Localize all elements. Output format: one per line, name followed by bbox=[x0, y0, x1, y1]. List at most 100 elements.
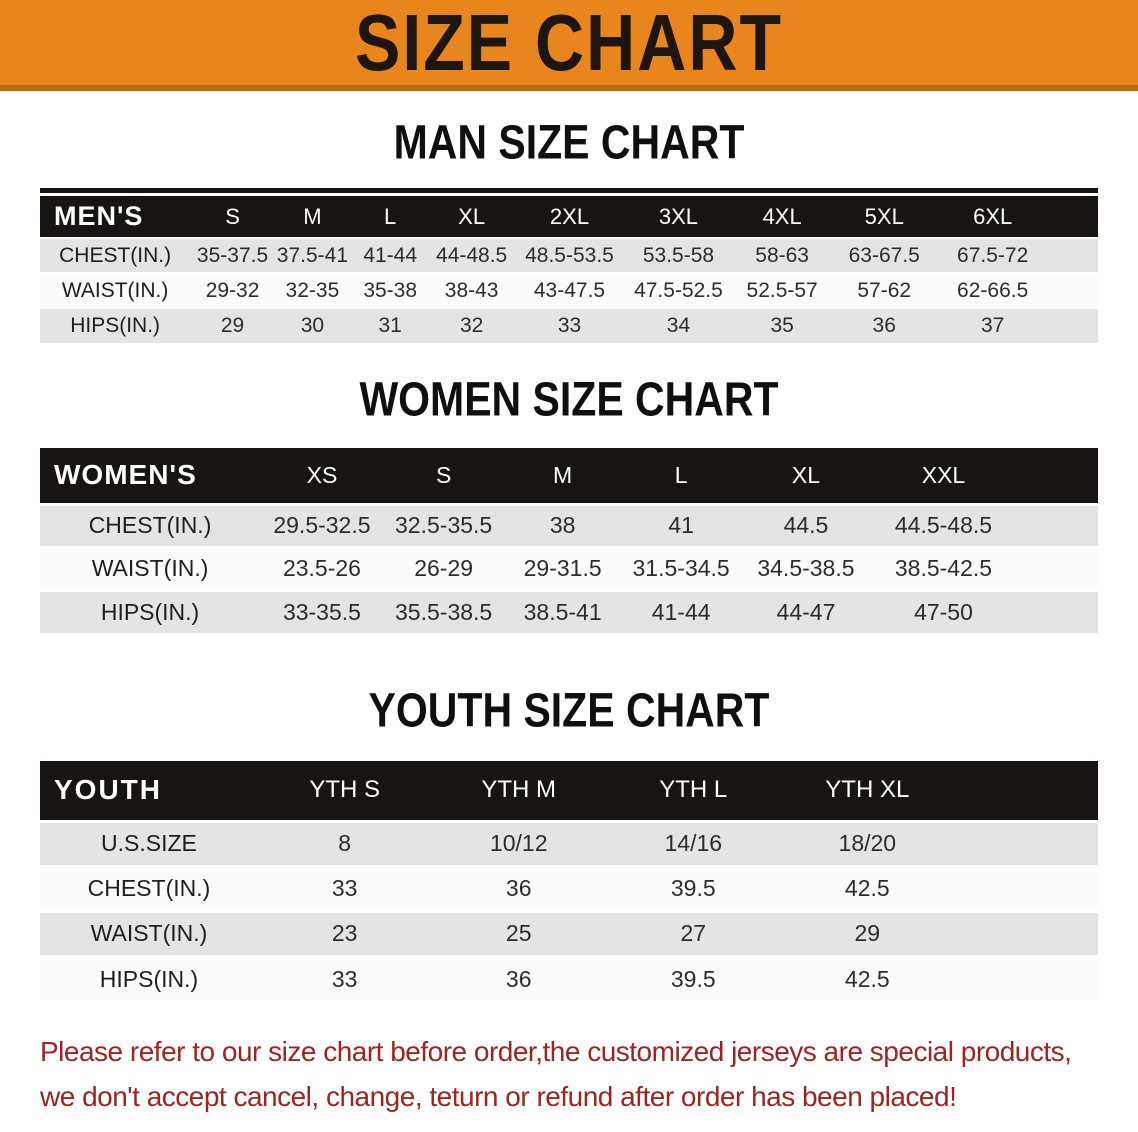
cell-value: 33-35.5 bbox=[260, 588, 384, 633]
cell-value: 44-47 bbox=[740, 588, 872, 633]
column-header: XS bbox=[260, 448, 384, 504]
spacer-cell bbox=[1015, 502, 1098, 547]
cell-value: 23 bbox=[257, 909, 432, 956]
size-table: YOUTH YTH S YTH M YTH L YTH XL U.S.SIZE 8 10/12… bbox=[40, 761, 1098, 1001]
cell-value: 48.5-53.5 bbox=[512, 237, 627, 273]
spacer-cell bbox=[954, 954, 1098, 1001]
cell-value: 8 bbox=[257, 819, 432, 866]
row-label: U.S.SIZE bbox=[40, 819, 258, 866]
column-header: YTH XL bbox=[780, 761, 955, 821]
cell-value: 41-44 bbox=[349, 237, 431, 273]
disclaimer-line-2: we don't accept cancel, change, teturn o… bbox=[40, 1081, 957, 1112]
row-label: WAIST(IN.) bbox=[40, 909, 258, 956]
cell-value: 29 bbox=[780, 909, 955, 956]
cell-value: 53.5-58 bbox=[626, 237, 731, 273]
men-table-container: MEN'S S M L XL 2XL 3XL 4XL 5XL 6XL CHEST(IN.) 35-37… bbox=[40, 196, 1098, 343]
men-size-table: MEN'S S M L XL 2XL 3XL 4XL 5XL 6XL CHEST(IN.) 35-37… bbox=[40, 188, 1098, 343]
column-header: XL bbox=[740, 448, 872, 504]
cell-value: 34.5-38.5 bbox=[740, 545, 872, 590]
cell-value: 43-47.5 bbox=[512, 272, 627, 308]
column-header: 5XL bbox=[833, 196, 936, 238]
column-header: M bbox=[274, 196, 350, 238]
column-header: M bbox=[503, 448, 622, 504]
table-header-row: WOMEN'S XS S M L XL XXL bbox=[40, 448, 1098, 504]
column-header: XL bbox=[430, 196, 513, 238]
column-header: 3XL bbox=[626, 196, 731, 238]
youth-table-container: YOUTH YTH S YTH M YTH L YTH XL U.S.SIZE 8 10/12… bbox=[40, 761, 1098, 1001]
cell-value: 36 bbox=[431, 954, 606, 1001]
cell-value: 47-50 bbox=[871, 588, 1016, 633]
cell-value: 36 bbox=[431, 864, 606, 911]
cell-value: 41 bbox=[621, 502, 741, 547]
cell-value: 32 bbox=[430, 307, 513, 343]
cell-value: 35.5-38.5 bbox=[383, 588, 504, 633]
table-row: CHEST(IN.) 35-37.5 37.5-41 41-44 44-48.5 48.5… bbox=[40, 237, 1098, 273]
cell-value: 47.5-52.5 bbox=[626, 272, 731, 308]
cell-value: 35-37.5 bbox=[190, 237, 275, 273]
cell-value: 29.5-32.5 bbox=[260, 502, 384, 547]
column-header: 4XL bbox=[730, 196, 834, 238]
cell-value: 32-35 bbox=[274, 272, 350, 308]
spacer-cell bbox=[954, 909, 1098, 956]
spacer-cell bbox=[954, 761, 1098, 821]
cell-value: 29-32 bbox=[190, 272, 275, 308]
size-chart-banner: SIZE CHART bbox=[0, 0, 1138, 91]
column-header: 6XL bbox=[935, 196, 1051, 238]
cell-value: 34 bbox=[626, 307, 731, 343]
cell-value: 42.5 bbox=[780, 954, 955, 1001]
cell-value: 44-48.5 bbox=[430, 237, 513, 273]
spacer-cell bbox=[1015, 448, 1098, 504]
column-header: YTH L bbox=[606, 761, 781, 821]
cell-value: 29 bbox=[190, 307, 275, 343]
spacer-cell bbox=[1015, 545, 1098, 590]
disclaimer-line-1: Please refer to our size chart before or… bbox=[40, 1036, 1072, 1067]
cell-value: 18/20 bbox=[780, 819, 955, 866]
row-label: HIPS(IN.) bbox=[40, 307, 191, 343]
cell-value: 30 bbox=[274, 307, 350, 343]
cell-value: 38.5-42.5 bbox=[871, 545, 1016, 590]
row-label: CHEST(IN.) bbox=[40, 237, 191, 273]
women-section: WOMEN SIZE CHART WOMEN'S XS S M L XL XXL CHEST(… bbox=[0, 372, 1138, 633]
youth-section: YOUTH SIZE CHART YOUTH YTH S YTH M YTH L YTH… bbox=[0, 683, 1138, 1001]
cell-value: 33 bbox=[257, 954, 432, 1001]
table-header-label: WOMEN'S bbox=[40, 448, 261, 504]
cell-value: 26-29 bbox=[383, 545, 504, 590]
column-header: L bbox=[621, 448, 741, 504]
table-header-row: MEN'S S M L XL 2XL 3XL 4XL 5XL 6XL bbox=[40, 196, 1098, 238]
size-table: MEN'S S M L XL 2XL 3XL 4XL 5XL 6XL CHEST(IN.) 35-37… bbox=[40, 196, 1098, 343]
cell-value: 32.5-35.5 bbox=[383, 502, 504, 547]
men-section-heading: MAN SIZE CHART bbox=[393, 114, 745, 170]
women-section-heading: WOMEN SIZE CHART bbox=[359, 371, 779, 427]
spacer-cell bbox=[1050, 196, 1098, 238]
size-table: WOMEN'S XS S M L XL XXL CHEST(IN.) 29.5-32.5 32.5… bbox=[40, 448, 1098, 633]
cell-value: 10/12 bbox=[431, 819, 606, 866]
spacer-cell bbox=[954, 864, 1098, 911]
table-row: CHEST(IN.) 29.5-32.5 32.5-35.5 38 41 44.5 44.5… bbox=[40, 502, 1098, 547]
column-header: 2XL bbox=[512, 196, 627, 238]
cell-value: 38 bbox=[503, 502, 622, 547]
cell-value: 35 bbox=[730, 307, 834, 343]
youth-section-heading: YOUTH SIZE CHART bbox=[368, 682, 770, 738]
cell-value: 38-43 bbox=[430, 272, 513, 308]
cell-value: 58-63 bbox=[730, 237, 834, 273]
cell-value: 14/16 bbox=[606, 819, 781, 866]
spacer-cell bbox=[1050, 307, 1098, 343]
row-label: CHEST(IN.) bbox=[40, 864, 258, 911]
spacer-cell bbox=[1050, 237, 1098, 273]
cell-value: 39.5 bbox=[606, 864, 781, 911]
column-header: YTH M bbox=[431, 761, 606, 821]
column-header: YTH S bbox=[257, 761, 432, 821]
table-row: U.S.SIZE 8 10/12 14/16 18/20 bbox=[40, 819, 1098, 866]
table-row: WAIST(IN.) 29-32 32-35 35-38 38-43 43-47.5 47.… bbox=[40, 272, 1098, 308]
cell-value: 38.5-41 bbox=[503, 588, 622, 633]
column-header: S bbox=[190, 196, 275, 238]
table-row: CHEST(IN.) 33 36 39.5 42.5 bbox=[40, 864, 1098, 911]
banner-title: SIZE CHART bbox=[355, 0, 783, 88]
cell-value: 39.5 bbox=[606, 954, 781, 1001]
row-label: WAIST(IN.) bbox=[40, 272, 191, 308]
women-size-table: WOMEN'S XS S M L XL XXL CHEST(IN.) 29.5-32.5 32.5… bbox=[40, 448, 1098, 633]
cell-value: 37.5-41 bbox=[274, 237, 350, 273]
column-header: XXL bbox=[871, 448, 1016, 504]
cell-value: 31.5-34.5 bbox=[621, 545, 741, 590]
cell-value: 27 bbox=[606, 909, 781, 956]
